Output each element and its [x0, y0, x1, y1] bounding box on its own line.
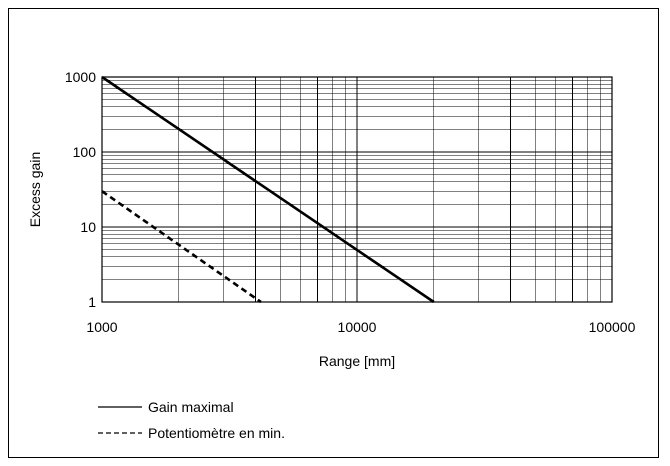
legend-label: Gain maximal [148, 399, 234, 415]
dashed-series-line [101, 190, 262, 304]
x-tick-labels: 1000 10000 100000 [86, 319, 635, 335]
x-tick-label: 10000 [338, 319, 377, 335]
y-tick-labels: 1 10 100 1000 [65, 69, 96, 310]
y-tick-label: 100 [73, 144, 97, 160]
y-axis-title: Excess gain [27, 152, 43, 227]
y-tick-label: 1000 [65, 69, 96, 85]
legend: Gain maximal Potentiomètre en min. [98, 399, 285, 441]
legend-label: Potentiomètre en min. [148, 425, 285, 441]
y-tick-label: 1 [88, 294, 96, 310]
x-tick-label: 100000 [589, 319, 636, 335]
solid-series-line [101, 75, 435, 304]
x-tick-label: 1000 [86, 319, 117, 335]
series-layer [101, 75, 435, 304]
y-tick-label: 10 [80, 219, 96, 235]
plot-area-border [101, 76, 613, 303]
x-axis-title: Range [mm] [319, 353, 395, 369]
plot-grid [101, 77, 612, 303]
